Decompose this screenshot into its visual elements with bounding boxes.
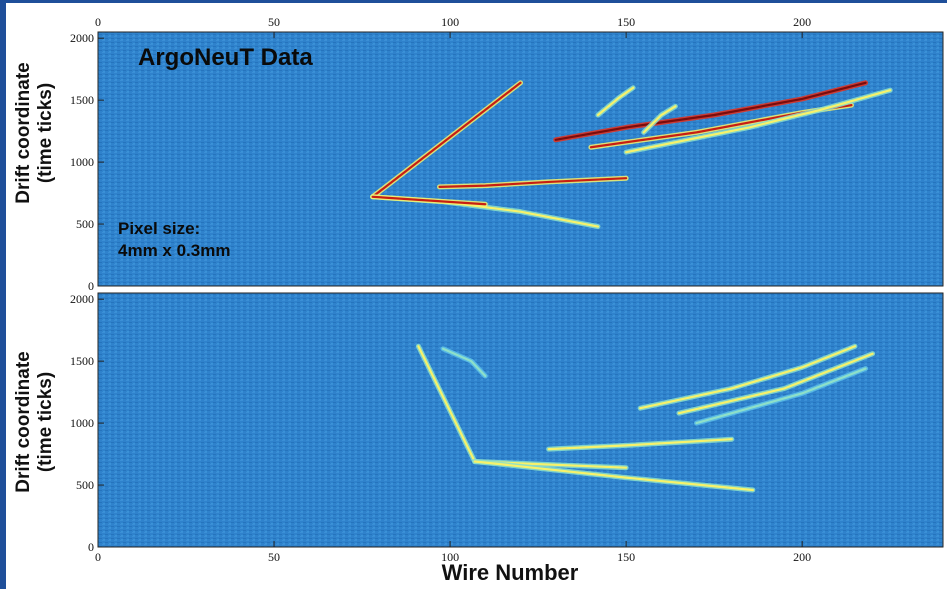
x-tick-label-1-1: 50 xyxy=(268,550,280,564)
y-tick-label-1-1: 500 xyxy=(76,478,94,492)
chart-title: ArgoNeuT Data xyxy=(138,44,313,71)
track-1-4 xyxy=(639,345,857,410)
track-1-5 xyxy=(677,352,874,415)
y-tick-label-1-4: 2000 xyxy=(70,292,94,306)
y-axis-label-top-line1: Drift coordinate xyxy=(13,62,34,204)
y-axis-label-bottom-line2: (time ticks) xyxy=(35,371,56,473)
x-tick-label-1-2: 100 xyxy=(441,550,459,564)
track-1-6 xyxy=(695,367,867,425)
x-tick-label-1-0: 0 xyxy=(95,550,101,564)
slide-top-border xyxy=(0,0,947,3)
y-axis-label-top: Drift coordinate (time ticks) xyxy=(13,28,57,238)
pixel-size-label: Pixel size: xyxy=(118,219,201,238)
y-tick-label-0-1: 500 xyxy=(76,217,94,231)
track-1-7 xyxy=(441,347,487,378)
y-axis-label-top-line2: (time ticks) xyxy=(35,82,56,184)
y-tick-label-0-4: 2000 xyxy=(70,31,94,45)
y-axis-label-bottom-line1: Drift coordinate xyxy=(13,351,34,493)
track-0-2 xyxy=(371,195,487,206)
y-tick-label-0-0: 0 xyxy=(88,279,94,293)
plot-frame-0 xyxy=(97,31,944,287)
x-tick-label-0-3: 150 xyxy=(617,15,635,29)
y-tick-label-1-2: 1000 xyxy=(70,416,94,430)
x-tick-label-0-4: 200 xyxy=(793,15,811,29)
panel-1: 0 500 1000 1500 2000 0 50 100 150 200 xyxy=(70,292,944,564)
x-tick-label-0-0: 0 xyxy=(95,15,101,29)
track-0-6 xyxy=(625,89,892,154)
y-tick-label-1-3: 1500 xyxy=(70,354,94,368)
x-tick-label-1-4: 200 xyxy=(793,550,811,564)
x-tick-label-0-2: 100 xyxy=(441,15,459,29)
track-1-2 xyxy=(473,460,754,492)
x-tick-label-0-1: 50 xyxy=(268,15,280,29)
track-1-3 xyxy=(547,438,733,451)
pixel-size-annotation: Pixel size: 4mm x 0.3mm xyxy=(118,218,230,262)
y-tick-label-0-3: 1500 xyxy=(70,93,94,107)
plot-frame-1 xyxy=(97,292,944,548)
y-tick-label-1-0: 0 xyxy=(88,540,94,554)
heatmap-background-0 xyxy=(98,32,943,286)
track-0-0 xyxy=(371,81,522,198)
slide-left-border xyxy=(0,0,6,589)
pixel-size-value: 4mm x 0.3mm xyxy=(118,241,231,260)
heatmap-background-1 xyxy=(98,293,943,547)
track-0-3 xyxy=(438,177,628,188)
track-0-4 xyxy=(554,81,867,141)
track-1-0 xyxy=(417,345,476,463)
track-0-8 xyxy=(642,105,677,134)
x-axis-label: Wire Number xyxy=(441,560,579,585)
track-0-7 xyxy=(596,86,635,117)
y-tick-label-0-2: 1000 xyxy=(70,155,94,169)
x-tick-label-1-3: 150 xyxy=(617,550,635,564)
y-axis-label-bottom: Drift coordinate (time ticks) xyxy=(13,317,57,527)
